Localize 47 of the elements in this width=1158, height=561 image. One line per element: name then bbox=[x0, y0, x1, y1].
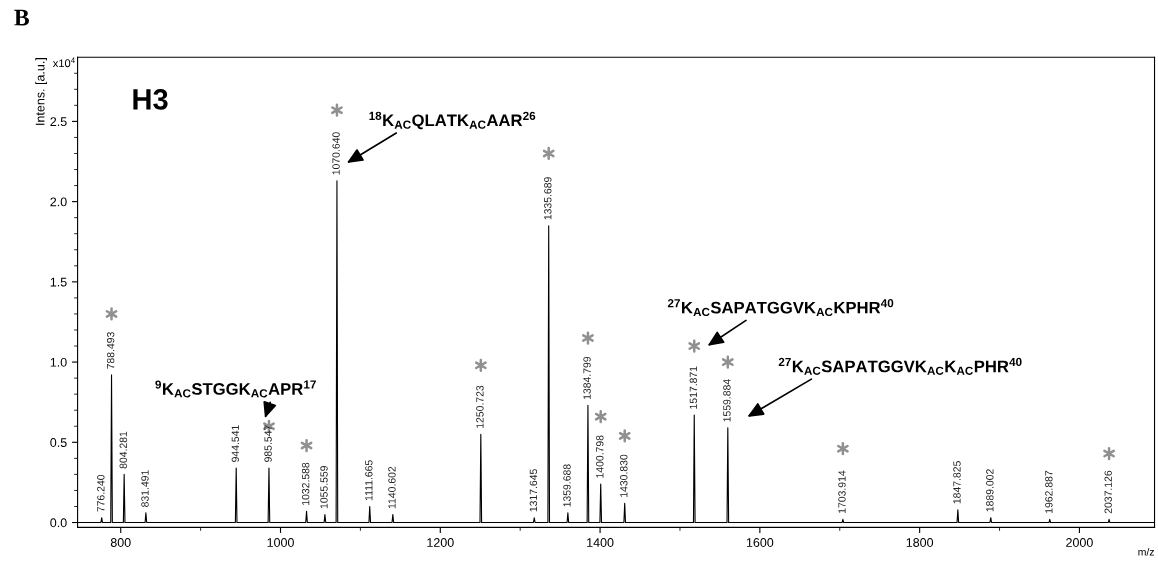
y-tick-label: 1.5 bbox=[50, 277, 67, 287]
annotation: 985.547 bbox=[264, 425, 272, 462]
annotation: 788.493 bbox=[106, 332, 115, 369]
chart-title: B bbox=[14, 9, 29, 26]
x-tick-label: 1600 bbox=[746, 538, 774, 547]
annotation: 2037.126 bbox=[1104, 470, 1112, 514]
annotation: $^{27}$K$_{AC}$SAPATGGVK$_{AC}$KPHR$^{40}$ bbox=[667, 299, 894, 317]
annotation: 831.491 bbox=[141, 470, 149, 507]
x-axis-title: m/z bbox=[1138, 548, 1155, 556]
annotation: $^{18}$K$_{AC}$QLATK$_{AC}$AAR$^{26}$ bbox=[369, 111, 536, 130]
annotation: 1335.689 bbox=[544, 177, 552, 220]
y-tick-label: 0.0 bbox=[50, 518, 67, 528]
annotation: 1359.688 bbox=[563, 464, 571, 507]
x-tick-label: 1200 bbox=[427, 538, 454, 547]
x-tick-label: 1400 bbox=[587, 538, 614, 547]
annotation: H3 bbox=[133, 89, 168, 110]
annotation: 804.281 bbox=[119, 431, 127, 469]
annotation: 1559.884 bbox=[723, 379, 731, 422]
annotation: 944.541 bbox=[231, 425, 239, 462]
text: x10$^{4}$ bbox=[52, 57, 75, 68]
annotation: 1400.798 bbox=[596, 435, 604, 478]
annotation: 1032.588 bbox=[301, 462, 310, 505]
x-tick-label: 1000 bbox=[267, 538, 294, 547]
annotation: 1317.645 bbox=[529, 469, 538, 512]
x-tick-label: 1800 bbox=[906, 538, 934, 547]
annotation: 1111.665 bbox=[365, 460, 373, 501]
y-tick-label: 0.5 bbox=[50, 438, 67, 447]
x-tick-label: 800 bbox=[110, 538, 131, 547]
y-axis-title: Intens. [a.u.] bbox=[35, 58, 48, 125]
y-tick-label: 1.0 bbox=[50, 357, 67, 367]
x-tick-label: 2000 bbox=[1066, 538, 1093, 547]
annotation: 1889.002 bbox=[986, 469, 994, 512]
y-tick-label: 2.5 bbox=[50, 117, 67, 127]
annotation: 1055.559 bbox=[320, 466, 328, 509]
annotation: 776.240 bbox=[97, 474, 105, 512]
annotation: 1517.871 bbox=[689, 366, 698, 409]
annotation: $^{9}$K$_{AC}$STGGK$_{AC}$APR$^{17}$ bbox=[155, 380, 316, 398]
annotation: 1140.602 bbox=[388, 466, 396, 509]
annotation: 1962.887 bbox=[1045, 470, 1053, 513]
annotation: 1847.825 bbox=[953, 461, 961, 504]
annotation: 1703.914 bbox=[838, 470, 846, 513]
y-tick-label: 2.0 bbox=[50, 197, 67, 207]
text: $^{27}$K$_{AC}$SAPATGGVK$_{AC}$K$_{AC}$PHR$^{40}$ bbox=[778, 357, 1022, 375]
annotation: 1384.799 bbox=[583, 356, 591, 400]
annotation: 1430.830 bbox=[620, 454, 628, 497]
annotation: 1250.723 bbox=[476, 385, 484, 428]
annotation: 1070.640 bbox=[332, 132, 340, 175]
